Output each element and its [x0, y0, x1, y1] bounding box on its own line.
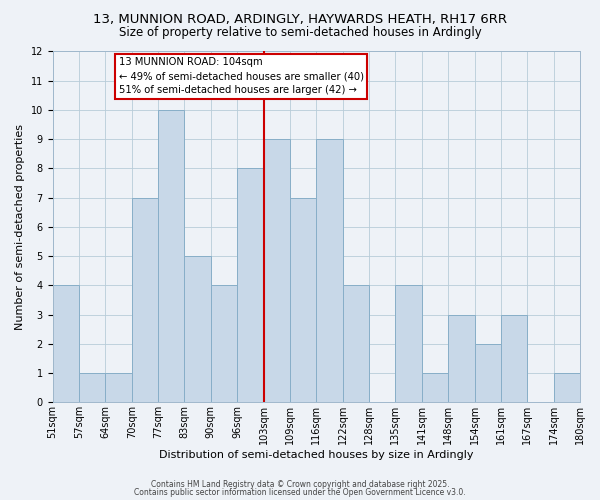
Bar	[184, 256, 211, 402]
Y-axis label: Number of semi-detached properties: Number of semi-detached properties	[15, 124, 25, 330]
Text: 13 MUNNION ROAD: 104sqm
← 49% of semi-detached houses are smaller (40)
51% of se: 13 MUNNION ROAD: 104sqm ← 49% of semi-de…	[119, 58, 364, 96]
Bar	[343, 286, 369, 403]
Bar	[79, 373, 106, 402]
Bar	[395, 286, 422, 403]
Bar	[237, 168, 263, 402]
Text: Contains HM Land Registry data © Crown copyright and database right 2025.: Contains HM Land Registry data © Crown c…	[151, 480, 449, 489]
Bar	[106, 373, 132, 402]
Bar	[475, 344, 501, 403]
Bar	[132, 198, 158, 402]
Bar	[501, 314, 527, 402]
Bar	[158, 110, 184, 403]
Bar	[263, 139, 290, 402]
Bar	[448, 314, 475, 402]
Bar	[316, 139, 343, 402]
Text: Size of property relative to semi-detached houses in Ardingly: Size of property relative to semi-detach…	[119, 26, 481, 39]
Text: 13, MUNNION ROAD, ARDINGLY, HAYWARDS HEATH, RH17 6RR: 13, MUNNION ROAD, ARDINGLY, HAYWARDS HEA…	[93, 12, 507, 26]
Bar	[211, 286, 237, 403]
Text: Contains public sector information licensed under the Open Government Licence v3: Contains public sector information licen…	[134, 488, 466, 497]
X-axis label: Distribution of semi-detached houses by size in Ardingly: Distribution of semi-detached houses by …	[159, 450, 473, 460]
Bar	[422, 373, 448, 402]
Bar	[290, 198, 316, 402]
Bar	[53, 286, 79, 403]
Bar	[554, 373, 580, 402]
